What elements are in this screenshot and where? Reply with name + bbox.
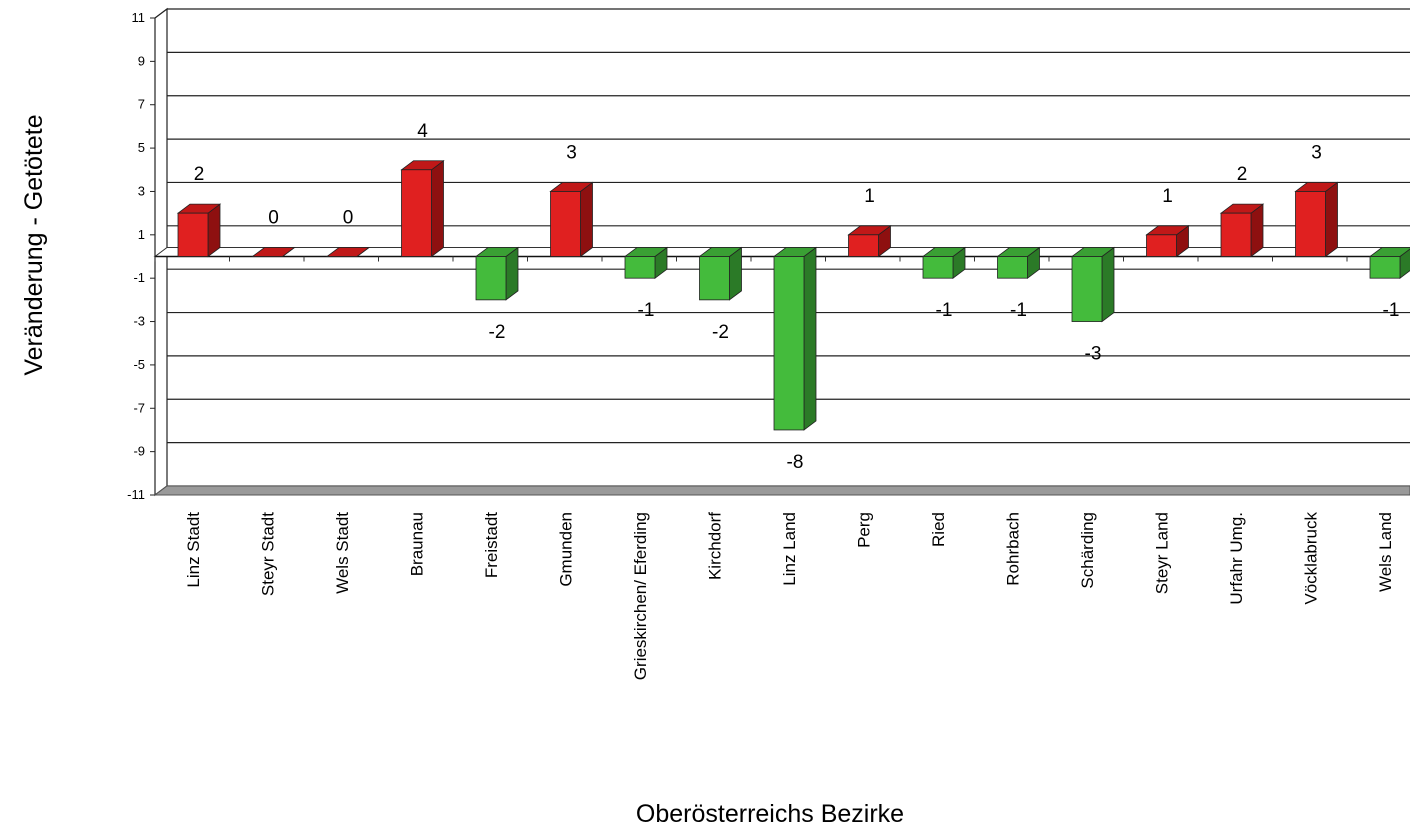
bar-front [401, 169, 432, 257]
data-label: 4 [417, 121, 428, 142]
data-label: -1 [1383, 300, 1400, 321]
bar [1070, 246, 1116, 323]
bar [996, 246, 1041, 279]
x-tick-label: Linz Land [780, 512, 799, 586]
y-tick-label: -7 [133, 400, 145, 415]
x-tick-label: Kirchdorf [706, 512, 725, 580]
bar [921, 246, 967, 279]
x-tick-label: Wels Stadt [333, 512, 352, 594]
bar [325, 247, 371, 257]
bar [1219, 203, 1265, 258]
data-labels: 2 Linz Stadt 0 Steyr Stadt 0 Wels Stadt 4 Braun… [184, 121, 1399, 680]
bar [623, 246, 669, 279]
bar-front [177, 212, 209, 257]
data-label: -2 [489, 322, 506, 343]
bar-front [997, 256, 1028, 279]
data-label: -3 [1085, 344, 1102, 365]
bar-front [1071, 256, 1103, 322]
y-tick-label: 3 [138, 183, 145, 198]
x-tick-label: Steyr Land [1153, 512, 1172, 594]
data-label: 2 [1237, 164, 1248, 185]
bar-front [550, 191, 581, 257]
data-label: -1 [1010, 300, 1027, 321]
x-tick-label: Freistadt [482, 512, 501, 578]
x-tick-label: Steyr Stadt [259, 512, 278, 596]
data-label: -8 [787, 452, 804, 473]
bar-front [922, 256, 954, 279]
bar-front [475, 256, 507, 301]
bar-front [1146, 234, 1177, 257]
bar [251, 247, 296, 257]
data-label: -2 [712, 322, 729, 343]
y-tick-label: -9 [133, 444, 145, 459]
y-tick-label: -11 [127, 487, 145, 502]
y-tick-label: 7 [138, 97, 145, 112]
x-tick-label: Perg [855, 512, 874, 548]
bar-side [1101, 246, 1115, 323]
bar-side [1325, 181, 1338, 258]
x-axis-title: Oberösterreichs Bezirke [636, 800, 904, 828]
data-label: 1 [1162, 186, 1173, 207]
bar-side [803, 246, 817, 431]
bar-top [325, 247, 371, 257]
bar-front [1295, 191, 1326, 257]
bar-side [580, 181, 593, 258]
x-tick-label: Grieskirchen/ Eferding [631, 512, 650, 680]
x-tick-label: Wels Land [1376, 512, 1395, 592]
bar [549, 181, 594, 258]
bars [176, 159, 1410, 431]
y-tick-label: 5 [138, 140, 145, 155]
bar-front [848, 234, 879, 257]
data-label: -1 [936, 300, 953, 321]
x-tick-label: Vöcklabruck [1302, 512, 1321, 605]
data-label: 3 [1311, 142, 1322, 163]
y-tick-label: 1 [138, 227, 145, 242]
bar [1368, 247, 1410, 279]
data-label: 3 [566, 142, 577, 163]
bar-front [699, 256, 730, 301]
x-tick-label: Braunau [408, 512, 427, 576]
x-tick-label: Linz Stadt [184, 512, 203, 588]
bar-front [1369, 256, 1401, 279]
data-label: 0 [268, 208, 279, 229]
bar [1294, 181, 1339, 258]
bar [400, 159, 445, 258]
bar-top [251, 247, 296, 257]
bar [772, 246, 818, 431]
data-label: 0 [343, 208, 354, 229]
y-tick-label: -1 [133, 270, 145, 285]
bar [698, 246, 743, 301]
bar [847, 225, 892, 258]
data-label: 2 [194, 164, 205, 185]
data-label: -1 [638, 300, 655, 321]
x-tick-label: Ried [929, 512, 948, 547]
x-tick-label: Rohrbach [1004, 512, 1023, 586]
bar [474, 246, 520, 301]
floor [153, 485, 1410, 496]
bar [176, 203, 222, 258]
y-tick-label: 9 [138, 53, 145, 68]
x-tick-label: Urfahr Umg. [1227, 512, 1246, 605]
bar-front [624, 256, 656, 279]
bar [1145, 225, 1190, 258]
y-tick-label: -5 [133, 357, 145, 372]
bar-side [431, 159, 444, 258]
x-tick-label: Schärding [1078, 512, 1097, 589]
data-label: 1 [864, 186, 875, 207]
y-tick-label: -3 [133, 314, 145, 329]
y-axis-title: Veränderung - Getötete [20, 114, 48, 375]
x-tick-label: Gmunden [557, 512, 576, 587]
bar-front [773, 256, 805, 431]
bar-front [1220, 212, 1252, 257]
y-tick-label: 11 [132, 10, 146, 25]
